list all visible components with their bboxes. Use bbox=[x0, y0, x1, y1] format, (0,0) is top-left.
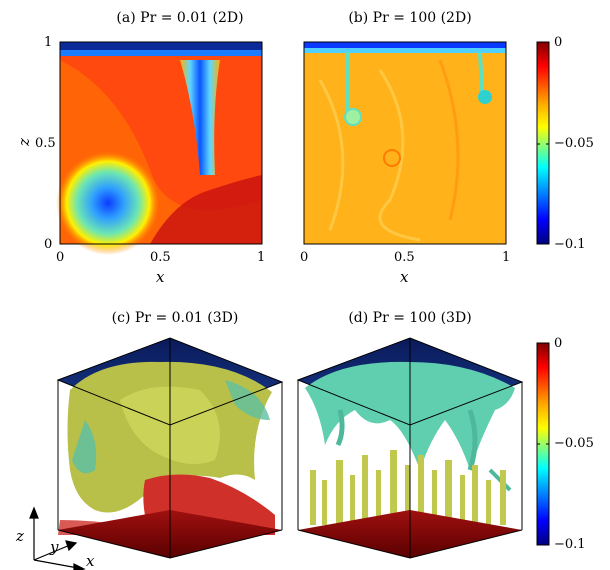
colorbar-top-tick-01: −0.1 bbox=[554, 237, 586, 252]
colorbar-bottom bbox=[536, 342, 550, 546]
panel-c-title: (c) Pr = 0.01 (3D) bbox=[95, 310, 255, 326]
panel-a-heatmap bbox=[56, 41, 263, 255]
panel-a-x-tick-1: 1 bbox=[257, 250, 266, 265]
panel-d-title: (d) Pr = 100 (3D) bbox=[335, 310, 485, 326]
panel-d-3d-render bbox=[296, 337, 524, 559]
panel-b-heatmap bbox=[303, 41, 507, 245]
panel-a-z-axis-label: z bbox=[14, 138, 33, 146]
triad-x-label: x bbox=[86, 552, 95, 570]
panel-b-title-text: (b) Pr = 100 (2D) bbox=[348, 10, 472, 26]
axis-triad bbox=[29, 506, 86, 570]
panel-b-x-tick-05: 0.5 bbox=[394, 250, 415, 265]
panel-d-title-text: (d) Pr = 100 (3D) bbox=[348, 310, 472, 326]
panel-c-title-text: (c) Pr = 0.01 (3D) bbox=[111, 310, 239, 326]
panel-a-title-text: (a) Pr = 0.01 (2D) bbox=[116, 10, 244, 26]
colorbar-top-tick-0: 0 bbox=[554, 35, 563, 50]
panel-a-x-axis-label: x bbox=[156, 268, 165, 286]
colorbar-top-tick-005: −0.05 bbox=[554, 136, 594, 151]
colorbar-top bbox=[536, 41, 550, 245]
panel-c-3d-render bbox=[56, 337, 284, 559]
panel-b-x-tick-1: 1 bbox=[502, 250, 511, 265]
panel-a-z-tick-1: 1 bbox=[44, 35, 53, 50]
panel-b-x-axis-label: x bbox=[400, 268, 409, 286]
colorbar-bottom-tick-01: −0.1 bbox=[554, 537, 586, 552]
colorbar-bottom-tick-005: −0.05 bbox=[554, 436, 594, 451]
panel-a-z-tick-05: 0.5 bbox=[35, 136, 56, 151]
panel-a-z-tick-0: 0 bbox=[44, 237, 53, 252]
panel-b-x-tick-0: 0 bbox=[300, 250, 309, 265]
panel-a-title: (a) Pr = 0.01 (2D) bbox=[100, 10, 260, 26]
colorbar-bottom-tick-0: 0 bbox=[554, 336, 563, 351]
panel-b-title: (b) Pr = 100 (2D) bbox=[335, 10, 485, 26]
triad-y-label: y bbox=[50, 538, 59, 556]
panel-a-x-tick-05: 0.5 bbox=[150, 250, 171, 265]
panel-a-x-tick-0: 0 bbox=[56, 250, 65, 265]
triad-z-label: z bbox=[16, 527, 24, 545]
